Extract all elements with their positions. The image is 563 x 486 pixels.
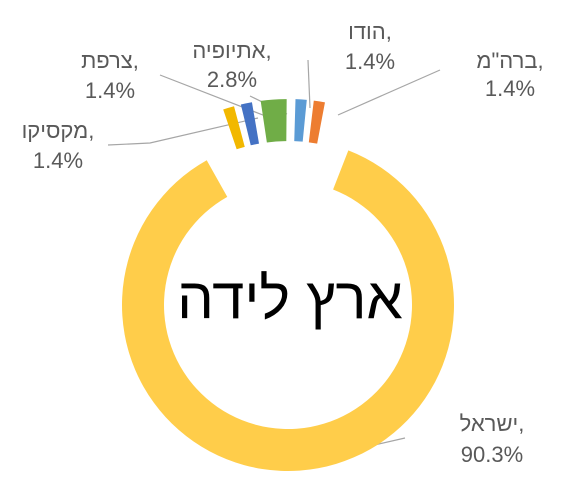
data-label-name: ברה"מ, xyxy=(476,48,543,73)
data-label-value: 1.4% xyxy=(85,78,135,103)
data-label-value: 1.4% xyxy=(345,49,395,74)
data-label-name: אתיופיה, xyxy=(192,38,271,63)
donut-segment xyxy=(240,102,260,146)
chart-title: ארץ לידה xyxy=(177,266,403,331)
data-label-name: מקסיקו, xyxy=(22,118,95,143)
donut-segment xyxy=(260,99,287,143)
leader-line xyxy=(107,117,259,146)
data-label-name: הודו, xyxy=(348,19,392,44)
donut-segment xyxy=(294,99,307,142)
data-label-value: 90.3% xyxy=(461,442,523,467)
donut-segment xyxy=(308,100,325,144)
data-label-value: 2.8% xyxy=(207,67,257,92)
data-label-value: 1.4% xyxy=(33,148,83,173)
donut-segment xyxy=(223,106,245,150)
data-label-name: צרפת, xyxy=(81,48,139,73)
data-label-value: 1.4% xyxy=(485,76,535,101)
data-label-name: ישראל, xyxy=(460,411,525,436)
leader-line xyxy=(307,59,311,109)
leader-line xyxy=(337,69,441,116)
segments xyxy=(121,99,455,471)
